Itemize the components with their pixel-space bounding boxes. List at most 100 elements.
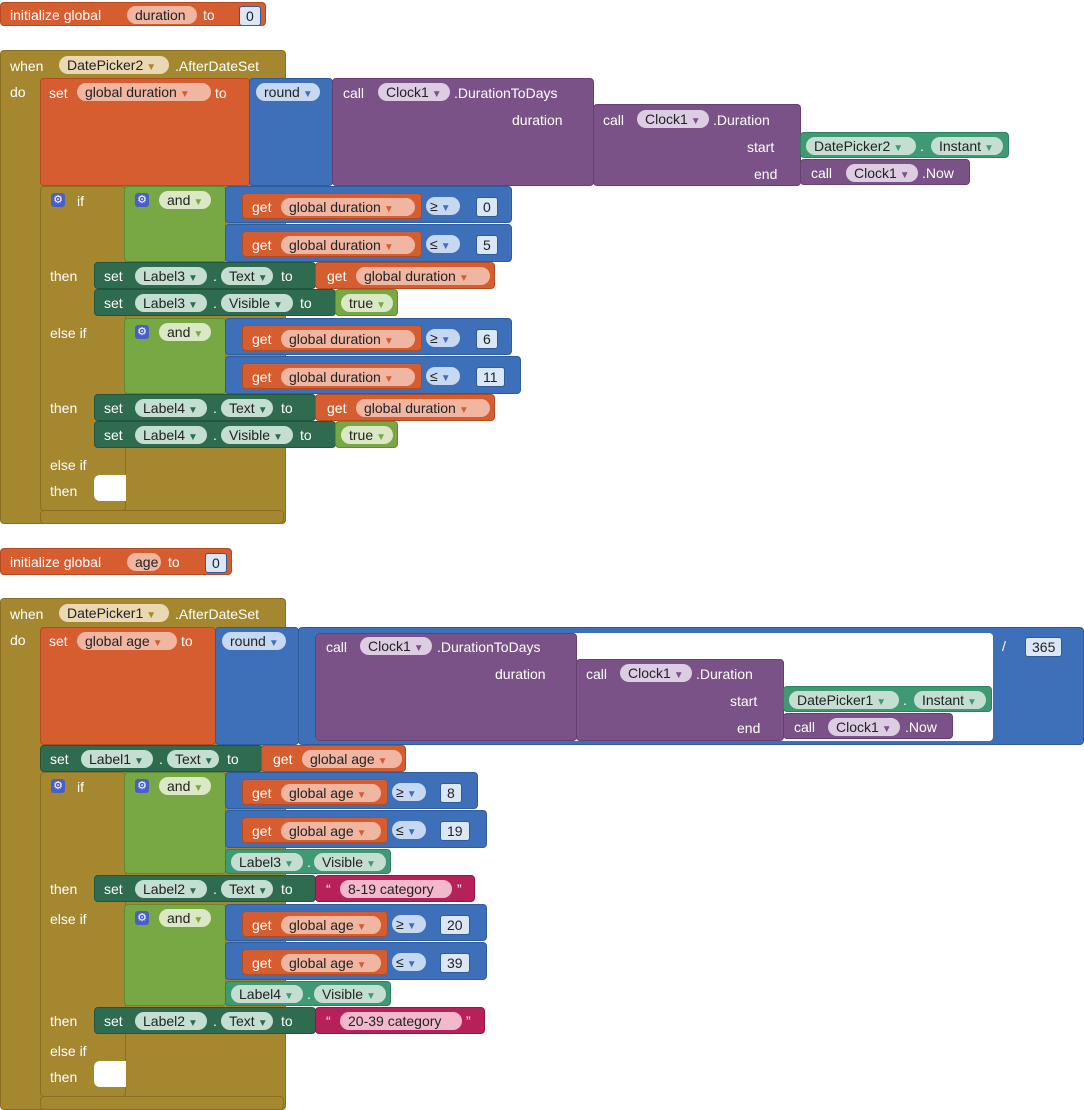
- text-string-block[interactable]: “ 20-39 category ”: [315, 1007, 485, 1034]
- clock-dropdown[interactable]: Clock1 ▼: [828, 718, 900, 736]
- call-clock1-now-block[interactable]: call Clock1 ▼ .Now: [783, 713, 953, 739]
- call-clock1-durationtodays-block[interactable]: call Clock1 ▼ .DurationToDays duration: [332, 78, 594, 186]
- set-label3-text-block[interactable]: set Label3 ▼ . Text ▼ to: [94, 262, 316, 289]
- text-value-field[interactable]: 8-19 category: [340, 880, 452, 898]
- boolean-dropdown[interactable]: true ▼: [341, 426, 393, 444]
- call-clock1-duration-block[interactable]: call Clock1 ▼ .Duration start end: [593, 104, 801, 186]
- get-global-duration-block[interactable]: get global duration ▼: [315, 394, 495, 421]
- variable-dropdown[interactable]: global duration ▼: [356, 399, 490, 417]
- round-dropdown[interactable]: round ▼: [256, 83, 320, 101]
- compare-le-39[interactable]: get global age ▼ ≤ ▼ 39: [225, 942, 487, 980]
- variable-dropdown[interactable]: global duration ▼: [281, 236, 415, 254]
- label3-visible-getter[interactable]: Label3 ▼ . Visible ▼: [225, 849, 391, 874]
- compare-ge-6[interactable]: get global duration ▼ ≥ ▼ 6: [225, 318, 512, 355]
- gear-icon[interactable]: ⚙: [135, 911, 149, 925]
- compare-ge-0[interactable]: get global duration ▼ ≥ ▼ 0: [225, 186, 512, 223]
- property-dropdown[interactable]: Visible ▼: [221, 294, 293, 312]
- clock-dropdown[interactable]: Clock1 ▼: [637, 110, 709, 128]
- operator-dropdown[interactable]: ≥ ▼: [426, 197, 460, 215]
- and-dropdown[interactable]: and ▼: [159, 777, 211, 795]
- number-value[interactable]: 20: [440, 915, 470, 935]
- variable-dropdown[interactable]: global duration ▼: [281, 330, 415, 348]
- component-dropdown[interactable]: Label1 ▼: [81, 750, 153, 768]
- operator-dropdown[interactable]: ≥ ▼: [392, 783, 426, 801]
- set-global-age-block[interactable]: set global age ▼ to: [40, 627, 216, 745]
- property-dropdown[interactable]: Visible ▼: [221, 426, 293, 444]
- initialize-global-duration-block[interactable]: initialize global duration to 0: [0, 2, 266, 26]
- variable-dropdown[interactable]: global duration ▼: [356, 267, 490, 285]
- property-dropdown[interactable]: Instant ▼: [931, 137, 1003, 155]
- property-dropdown[interactable]: Text ▼: [221, 399, 273, 417]
- compare-le-19[interactable]: get global age ▼ ≤ ▼ 19: [225, 810, 487, 848]
- compare-ge-8[interactable]: get global age ▼ ≥ ▼ 8: [225, 772, 478, 809]
- text-string-block[interactable]: “ 8-19 category ”: [315, 875, 475, 902]
- property-dropdown[interactable]: Text ▼: [167, 750, 219, 768]
- true-block[interactable]: true ▼: [335, 289, 398, 316]
- set-label1-text-block[interactable]: set Label1 ▼ . Text ▼ to: [40, 745, 262, 772]
- set-label4-text-block[interactable]: set Label4 ▼ . Text ▼ to: [94, 394, 316, 421]
- property-dropdown[interactable]: Instant ▼: [914, 691, 986, 709]
- gear-icon[interactable]: ⚙: [135, 193, 149, 207]
- set-label4-visible-block[interactable]: set Label4 ▼ . Visible ▼ to: [94, 421, 336, 448]
- component-dropdown[interactable]: Label4 ▼: [135, 399, 207, 417]
- number-value[interactable]: 39: [440, 953, 470, 973]
- get-global-duration-block[interactable]: get global duration ▼: [242, 193, 422, 219]
- variable-dropdown[interactable]: global age ▼: [281, 954, 381, 972]
- variable-name-field[interactable]: age: [127, 553, 161, 571]
- and-block-1[interactable]: ⚙ and ▼: [124, 186, 226, 262]
- call-clock1-duration-block[interactable]: call Clock1 ▼ .Duration start end: [576, 659, 784, 741]
- operator-dropdown[interactable]: ≥ ▼: [426, 329, 460, 347]
- get-global-duration-block[interactable]: get global duration ▼: [242, 325, 422, 351]
- gear-icon[interactable]: ⚙: [135, 325, 149, 339]
- get-global-duration-block[interactable]: get global duration ▼: [242, 363, 422, 389]
- and-dropdown[interactable]: and ▼: [159, 191, 211, 209]
- compare-le-5[interactable]: get global duration ▼ ≤ ▼ 5: [225, 224, 512, 262]
- get-global-age-block[interactable]: get global age ▼: [242, 949, 388, 975]
- get-global-age-block[interactable]: get global age ▼: [242, 911, 388, 937]
- true-block[interactable]: true ▼: [335, 421, 398, 448]
- picker-dropdown[interactable]: DatePicker2 ▼: [806, 137, 916, 155]
- number-value[interactable]: 6: [476, 329, 498, 349]
- number-value[interactable]: 8: [440, 783, 462, 803]
- clock-dropdown[interactable]: Clock1 ▼: [378, 83, 450, 101]
- initial-value-number[interactable]: 0: [239, 6, 261, 26]
- empty-else-if-socket[interactable]: [94, 475, 126, 501]
- variable-name-field[interactable]: duration: [127, 6, 197, 24]
- variable-dropdown[interactable]: global age ▼: [281, 784, 381, 802]
- component-dropdown[interactable]: DatePicker1 ▼: [59, 604, 169, 622]
- clock-dropdown[interactable]: Clock1 ▼: [620, 664, 692, 682]
- empty-else-if-socket[interactable]: [94, 1061, 126, 1087]
- boolean-dropdown[interactable]: true ▼: [341, 294, 393, 312]
- and-block-4[interactable]: ⚙ and ▼: [124, 904, 226, 1006]
- gear-icon[interactable]: ⚙: [135, 779, 149, 793]
- component-dropdown[interactable]: Label2 ▼: [135, 880, 207, 898]
- operator-dropdown[interactable]: ≤ ▼: [426, 235, 460, 253]
- property-dropdown[interactable]: Text ▼: [221, 880, 273, 898]
- set-label2-text-block[interactable]: set Label2 ▼ . Text ▼ to: [94, 1007, 316, 1034]
- and-block-2[interactable]: ⚙ and ▼: [124, 318, 226, 394]
- number-value[interactable]: 0: [476, 197, 498, 217]
- compare-le-11[interactable]: get global duration ▼ ≤ ▼ 11: [225, 356, 521, 394]
- gear-icon[interactable]: ⚙: [51, 193, 65, 207]
- clock-dropdown[interactable]: Clock1 ▼: [360, 637, 432, 655]
- operator-dropdown[interactable]: ≥ ▼: [392, 915, 426, 933]
- round-block[interactable]: round ▼: [249, 78, 333, 186]
- and-dropdown[interactable]: and ▼: [159, 323, 211, 341]
- round-dropdown[interactable]: round ▼: [222, 632, 286, 650]
- if-block-duration[interactable]: ⚙ if then else if then else if then: [40, 186, 126, 511]
- get-global-age-block[interactable]: get global age ▼: [242, 779, 388, 805]
- set-label2-text-block[interactable]: set Label2 ▼ . Text ▼ to: [94, 875, 316, 902]
- component-dropdown[interactable]: Label3 ▼: [135, 267, 207, 285]
- component-dropdown[interactable]: Label4 ▼: [231, 985, 303, 1003]
- number-value[interactable]: 5: [476, 235, 498, 255]
- number-value[interactable]: 19: [440, 821, 470, 841]
- picker-dropdown[interactable]: DatePicker1 ▼: [789, 691, 899, 709]
- variable-dropdown[interactable]: global duration ▼: [281, 198, 415, 216]
- if-block-age[interactable]: ⚙ if then else if then else if then: [40, 772, 126, 1097]
- component-dropdown[interactable]: Label3 ▼: [135, 294, 207, 312]
- get-global-duration-block[interactable]: get global duration ▼: [242, 231, 422, 257]
- call-clock1-durationtodays-block[interactable]: call Clock1 ▼ .DurationToDays duration: [315, 633, 577, 741]
- variable-dropdown[interactable]: global duration ▼: [281, 368, 415, 386]
- set-global-duration-block[interactable]: set global duration ▼ to: [40, 78, 250, 186]
- variable-dropdown[interactable]: global age ▼: [302, 750, 402, 768]
